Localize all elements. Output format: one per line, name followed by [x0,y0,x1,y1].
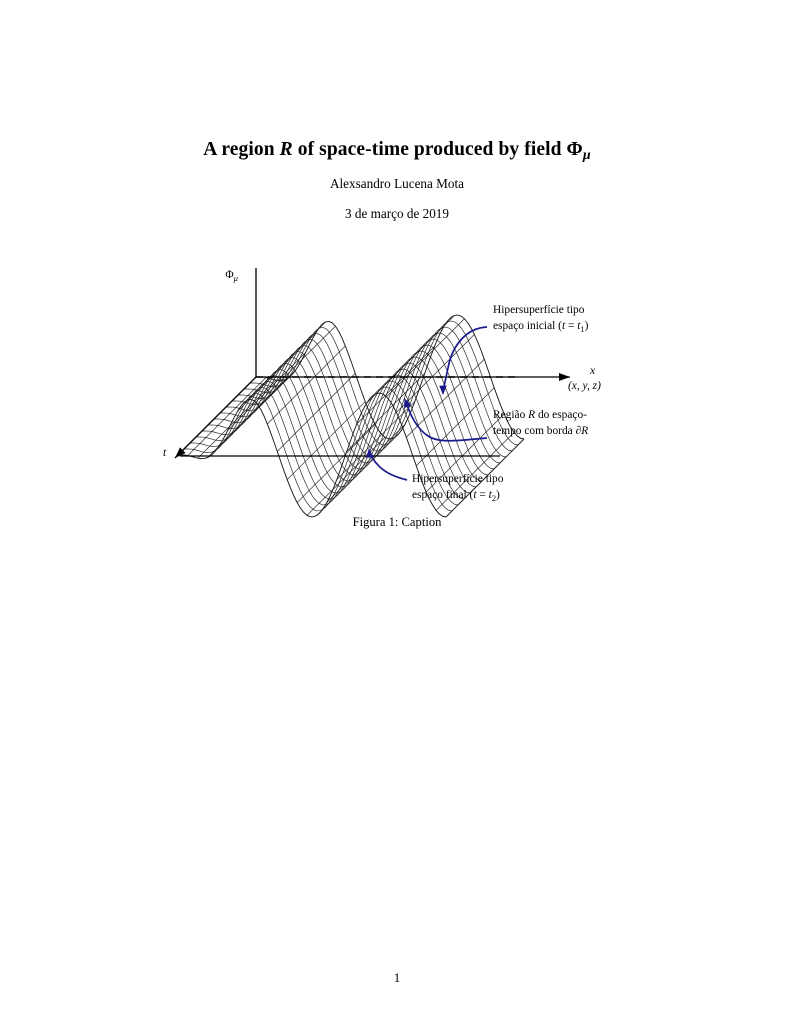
figure-caption: Figura 1: Caption [352,515,442,529]
title-before: A region [203,139,280,161]
surface-plot-svg: Φμ x (x, y, z) t Hipersuperfície tipo es… [163,268,601,518]
mesh-line [396,334,475,413]
mesh-line [406,358,485,438]
axis-lines [174,268,570,459]
mesh-line [178,392,447,518]
t-axis-line [174,376,257,459]
mesh-line [326,424,406,503]
mesh-line [202,368,471,494]
mesh-line [227,352,306,431]
mesh-line [250,320,519,446]
mesh-line [232,338,501,464]
mesh-line [256,314,525,440]
mesh-line [346,373,425,452]
leader-region-r [405,401,488,442]
t-axis-arrowhead [175,447,186,458]
phi-axis-label: Φμ [225,269,238,283]
annotation-leaders [366,326,488,481]
annotation-texts: Hipersuperfície tipo espaço inicial (t =… [412,304,589,503]
mesh-line [336,401,416,480]
mesh-line [386,318,465,397]
mesh-line [376,315,455,394]
mesh-line [306,437,386,516]
mesh-line [435,432,515,511]
mesh-line [207,379,287,458]
mesh-line [286,401,366,480]
mesh-line [247,321,326,401]
mesh-line [196,374,465,500]
title-phi-subscript: μ [582,146,591,163]
mesh-line [445,438,525,518]
mesh-line [226,344,495,470]
t-axis-label: t [163,447,167,459]
author-name: Alexsandro Lucena Mota [329,176,465,191]
mesh-line [217,369,296,449]
x-axis-arrowhead [559,373,570,381]
mesh-line [187,377,267,456]
mesh-line [425,413,505,493]
mesh-line [277,373,356,452]
mesh-line [208,362,477,488]
title-middle: of space-time produced by field [292,139,567,161]
annotation-region-line2: tempo com borda ∂R [493,425,588,437]
mesh-line [244,326,513,452]
mesh-line [257,325,336,405]
mesh-line [267,345,346,425]
figure-1: Φμ x (x, y, z) t Hipersuperfície tipo es… [0,250,794,540]
mesh-line [197,379,277,459]
mesh-line [220,350,489,476]
mesh-line [316,437,396,516]
annotation-final-line1: Hipersuperfície tipo [412,473,504,485]
document-date: 3 de março de 2019 [345,206,449,221]
wireframe-mesh [177,314,525,518]
mesh-line [356,345,435,425]
mesh-line [237,333,316,412]
title-phi: Φ [566,139,583,161]
annotation-final-line2: espaço final (t = t2) [412,489,500,503]
page-title: A region R of space-time produced by fie… [0,139,794,164]
xyz-axis-label: (x, y, z) [568,380,601,392]
mesh-line [190,380,459,506]
axis-labels: Φμ x (x, y, z) t [163,269,601,459]
x-axis-label: x [589,365,595,377]
title-var-r: R [279,139,293,161]
annotation-region-line1: Região R do espaço- [493,409,587,421]
mesh-line [214,356,483,482]
leader-final-arrowhead [366,448,374,458]
mesh-line [415,387,495,467]
leader-initial-arrowhead [439,385,447,395]
mesh-line [296,424,376,503]
annotation-initial-line2: espaço inicial (t = t1) [493,320,589,334]
mesh-line [184,386,453,512]
page-number: 1 [393,971,401,985]
annotation-initial-line1: Hipersuperfície tipo [493,304,585,316]
leader-region-arrowhead [404,398,412,408]
